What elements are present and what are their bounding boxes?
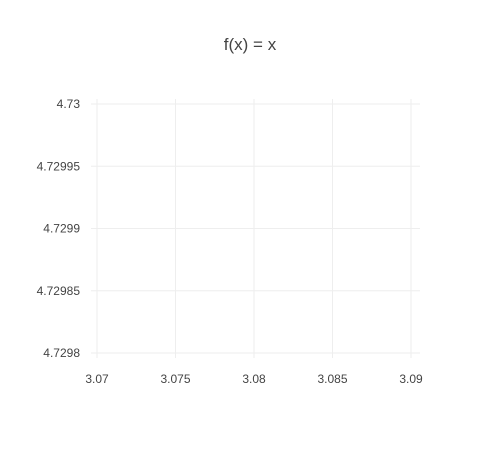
y-tick-label: 4.72985 [37,284,81,298]
y-grid [91,103,420,354]
x-tick-label: 3.085 [317,372,347,386]
y-axis-ticks: 4.73 4.72995 4.7299 4.72985 4.7298 [37,97,81,360]
y-tick-label: 4.72995 [37,159,81,173]
y-tick-label: 4.7299 [43,222,80,236]
y-tick-label: 4.7298 [43,346,80,360]
x-tick-label: 3.07 [85,372,109,386]
x-tick-label: 3.075 [160,372,190,386]
x-tick-label: 3.09 [399,372,423,386]
y-tick-label: 4.73 [57,97,81,111]
x-axis-ticks: 3.07 3.075 3.08 3.085 3.09 [85,372,423,386]
x-tick-label: 3.08 [242,372,266,386]
chart-title: f(x) = x [224,35,277,54]
